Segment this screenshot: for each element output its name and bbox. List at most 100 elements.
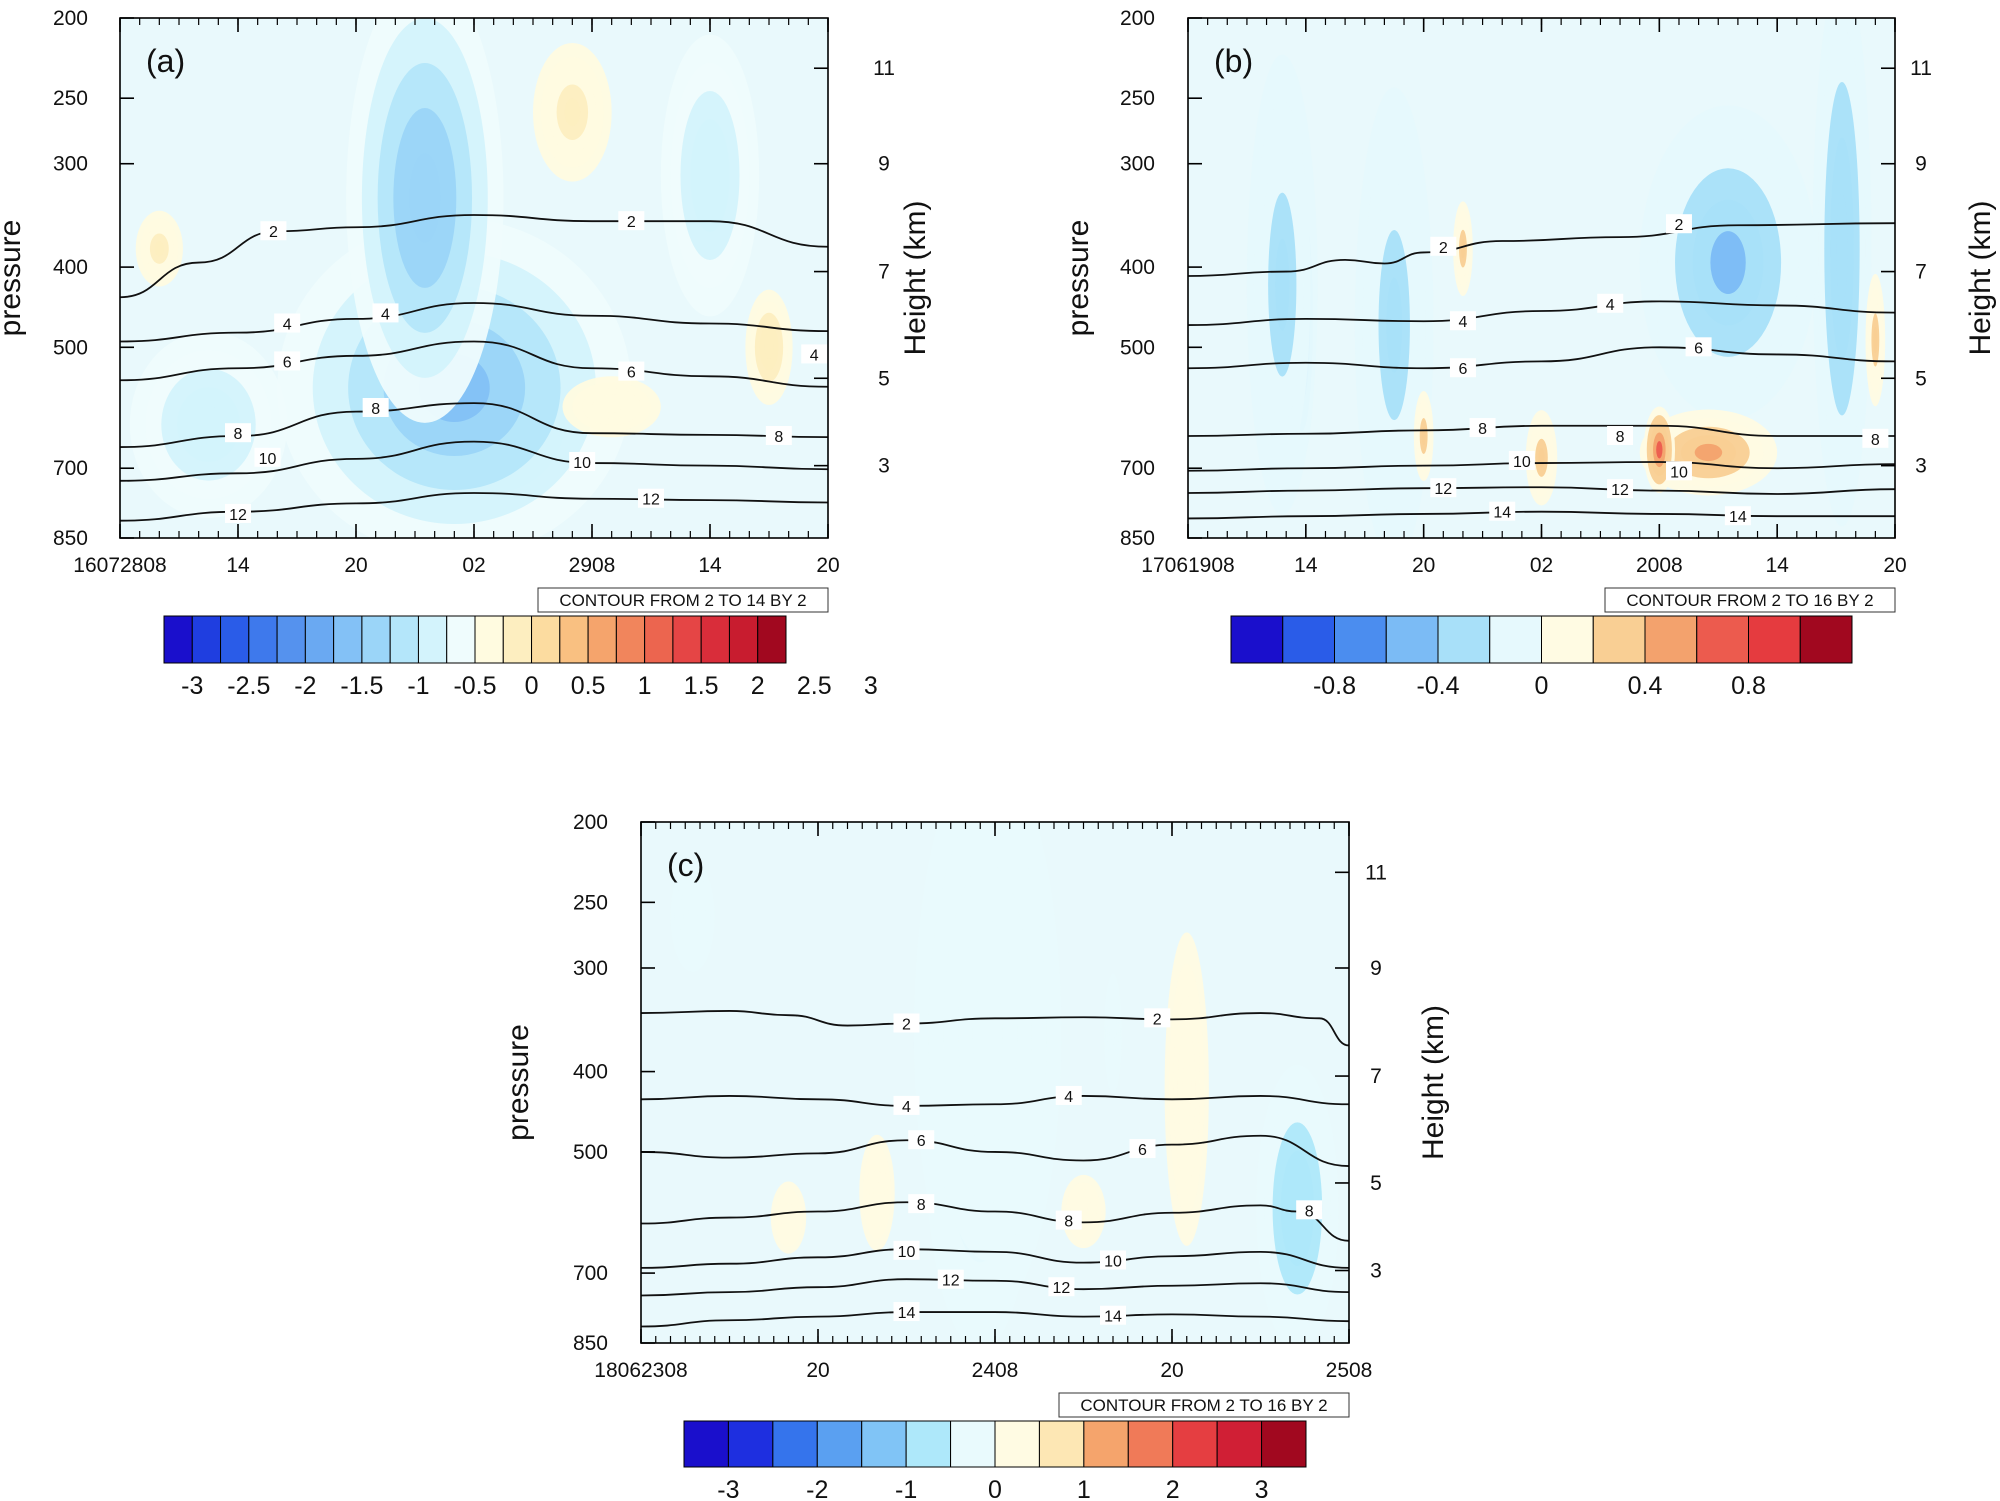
colorbar-swatch bbox=[861, 1420, 907, 1468]
colorbar-swatch bbox=[531, 615, 561, 664]
contour-label: 8 bbox=[917, 1197, 926, 1214]
height-tick-label: 3 bbox=[1915, 455, 1927, 478]
colorbar-swatch bbox=[1385, 615, 1439, 664]
colorbar-swatch bbox=[727, 1420, 774, 1468]
contour-label: 10 bbox=[1513, 454, 1531, 471]
contour-label: 4 bbox=[283, 317, 292, 334]
contour-label: 2 bbox=[627, 214, 636, 231]
contour-label: 4 bbox=[1458, 314, 1467, 331]
contour-label: 8 bbox=[371, 401, 380, 418]
contour-label: 8 bbox=[774, 429, 783, 446]
contour-label-bg bbox=[1100, 1305, 1126, 1325]
anomaly-blob bbox=[1275, 238, 1290, 331]
time-tick-label: 20 bbox=[1160, 1359, 1183, 1382]
colorbar-tick-label: 2 bbox=[751, 672, 765, 700]
colorbar-tick-label: 0.4 bbox=[1628, 672, 1663, 700]
contour-label-bg bbox=[937, 1269, 964, 1289]
contour-label: 14 bbox=[1493, 505, 1511, 522]
contour-label-bg bbox=[765, 426, 792, 446]
contour-label: 6 bbox=[1694, 340, 1703, 357]
colorbar-tick-label: 3 bbox=[864, 672, 878, 700]
pressure-tick-label: 500 bbox=[573, 1141, 608, 1164]
contour-label: 2 bbox=[1675, 217, 1684, 234]
colorbar-swatch bbox=[361, 615, 391, 664]
contour-label: 14 bbox=[1104, 1309, 1122, 1326]
contour-line-8 bbox=[1188, 424, 1895, 437]
time-tick-label: 2908 bbox=[569, 554, 616, 577]
contour-line-4 bbox=[641, 1095, 1349, 1107]
contour-label-bg bbox=[1449, 311, 1476, 331]
colorbar-tick-label: -2 bbox=[806, 1476, 828, 1501]
contour-label: 12 bbox=[942, 1273, 960, 1290]
y-axis-label-pressure: pressure bbox=[0, 220, 27, 337]
pressure-tick-label: 400 bbox=[573, 1061, 608, 1084]
height-tick-label: 7 bbox=[1915, 261, 1927, 284]
colorbar-tick-label: -1 bbox=[895, 1476, 917, 1501]
contour-label-bg bbox=[274, 351, 301, 371]
contour-layer: 2 2 4 4 6 6 8 8 8 10 10 12 12 14 14 bbox=[1188, 214, 1895, 526]
pressure-tick-label: 400 bbox=[53, 256, 88, 279]
contour-label-bg bbox=[1469, 418, 1496, 438]
anomaly-blob bbox=[192, 405, 225, 444]
contour-label-bg bbox=[225, 423, 251, 443]
time-tick-label: 14 bbox=[1294, 554, 1318, 577]
colorbar-swatch bbox=[1230, 615, 1284, 664]
colorbar-swatch bbox=[672, 615, 702, 664]
time-tick-label: 17061908 bbox=[1141, 554, 1234, 577]
contour-label: 2 bbox=[269, 224, 278, 241]
contour-label-bg bbox=[801, 344, 828, 364]
pressure-tick-label: 250 bbox=[573, 891, 608, 914]
contour-label-bg bbox=[1144, 1008, 1171, 1028]
colorbar-tick-label: 1 bbox=[1077, 1476, 1091, 1501]
colorbar-swatch bbox=[615, 615, 646, 664]
panel-label: (b) bbox=[1214, 43, 1253, 79]
contour-label: 10 bbox=[1670, 464, 1688, 481]
contour-label: 12 bbox=[642, 492, 660, 509]
contour-label: 4 bbox=[810, 347, 819, 364]
anomaly-blob bbox=[1710, 231, 1746, 295]
contour-line-10 bbox=[1188, 461, 1895, 472]
contour-layer: 2 2 4 4 4 6 6 8 8 8 10 10 12 12 bbox=[120, 211, 828, 524]
contour-label-bg bbox=[638, 488, 664, 508]
colorbar-tick-label: -1.5 bbox=[340, 672, 383, 700]
contour-line-4 bbox=[1188, 300, 1895, 326]
pressure-tick-label: 300 bbox=[573, 957, 608, 980]
time-tick-label: 20 bbox=[816, 554, 839, 577]
contour-label: 12 bbox=[229, 507, 247, 524]
contour-line-12 bbox=[1188, 486, 1895, 495]
colorbar-tick-label: -3 bbox=[181, 672, 203, 700]
colorbar-swatch bbox=[1083, 1420, 1129, 1468]
colorbar-swatch bbox=[417, 615, 448, 664]
colorbar-swatch bbox=[1696, 615, 1749, 664]
contour-line-12 bbox=[641, 1278, 1349, 1297]
colorbar-swatch bbox=[1172, 1420, 1218, 1468]
contour-label-bg bbox=[1048, 1277, 1075, 1297]
contour-label-bg bbox=[1489, 501, 1516, 521]
contour-line-6 bbox=[120, 340, 828, 388]
contour-label: 8 bbox=[234, 426, 243, 443]
contour-note-box bbox=[537, 587, 829, 613]
pressure-tick-label: 200 bbox=[53, 7, 88, 30]
y-axis-label-height: Height (km) bbox=[899, 200, 932, 355]
contour-label-bg bbox=[1055, 1210, 1082, 1230]
panel-b: 2 2 4 4 6 6 8 8 8 10 10 12 12 14 14 17061908 14 20 02 2008 1… bbox=[1062, 7, 1997, 700]
pressure-tick-label: 250 bbox=[53, 87, 88, 110]
colorbar-swatch bbox=[559, 615, 589, 664]
contour-label-bg bbox=[1597, 293, 1624, 313]
contour-label-bg bbox=[1607, 479, 1634, 499]
contour-label-bg bbox=[1607, 426, 1634, 446]
colorbar-tick-label: -0.8 bbox=[1313, 672, 1356, 700]
anomaly-blob bbox=[564, 98, 581, 127]
anomaly-blob bbox=[1694, 443, 1723, 462]
colorbar-swatch bbox=[1489, 615, 1542, 664]
y-axis-label-height: Height (km) bbox=[1417, 1005, 1450, 1160]
height-tick-label: 7 bbox=[1370, 1065, 1382, 1088]
colorbar-swatch bbox=[683, 1420, 729, 1468]
contour-label: 12 bbox=[1052, 1280, 1070, 1297]
contour-label-bg bbox=[260, 221, 287, 241]
contour-label: 8 bbox=[1616, 429, 1625, 446]
colorbar-swatch bbox=[389, 615, 419, 664]
